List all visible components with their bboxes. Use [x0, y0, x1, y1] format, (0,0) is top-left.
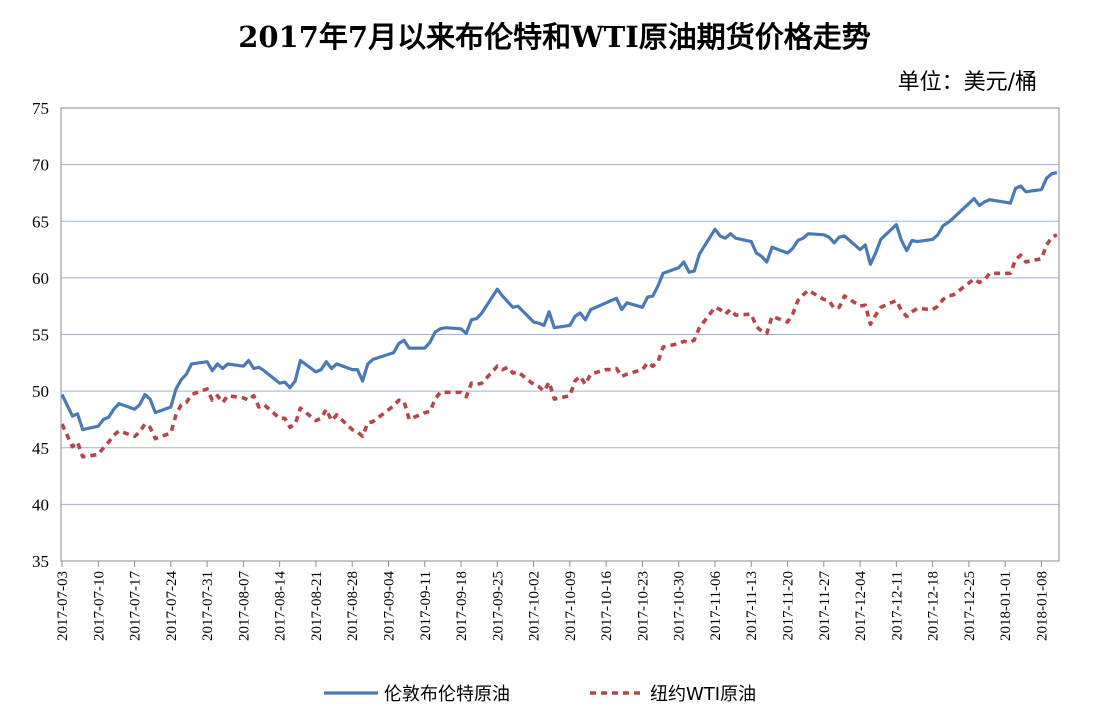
x-tick-label: 2017-10-30	[672, 571, 688, 641]
x-tick-label: 2017-09-11	[418, 571, 434, 640]
x-tick-label: 2017-10-09	[563, 571, 579, 641]
x-tick-label: 2017-07-31	[200, 571, 216, 641]
y-axis-ticks: 35 40 45 50 55 60 65 70 75	[32, 99, 49, 571]
x-tick-label: 2017-07-10	[91, 571, 107, 641]
x-tick-label: 2017-08-21	[309, 571, 325, 641]
x-tick-label: 2017-11-13	[744, 571, 760, 640]
x-tick-label: 2017-07-17	[128, 571, 144, 641]
legend-label-0: 伦敦布伦特原油	[384, 684, 510, 705]
y-tick-label: 55	[32, 326, 49, 345]
x-tick-label: 2017-10-16	[599, 571, 615, 641]
x-tick-label: 2018-01-01	[998, 571, 1014, 641]
legend: 伦敦布伦特原油 纽约WTI原油	[324, 684, 756, 705]
x-tick-label: 2017-12-18	[926, 571, 942, 641]
x-tick-label: 2017-11-20	[781, 571, 797, 640]
series-line-0	[60, 171, 1058, 432]
chart-title: 2017年7月以来布伦特和WTI原油期货价格走势	[238, 20, 871, 54]
x-tick-label: 2017-11-06	[708, 571, 724, 641]
y-tick-label: 45	[32, 439, 49, 458]
y-tick-label: 60	[32, 269, 49, 288]
y-tick-label: 65	[32, 212, 49, 231]
x-tick-label: 2017-12-11	[889, 571, 905, 640]
series-line-1	[60, 233, 1058, 459]
x-tick-label: 2017-10-23	[635, 571, 651, 641]
x-tick-label: 2017-09-25	[490, 571, 506, 641]
x-tick-label: 2017-11-27	[817, 571, 833, 641]
unit-label: 单位：美元/桶	[897, 70, 1037, 95]
y-tick-label: 35	[32, 552, 49, 571]
y-tick-label: 70	[32, 156, 49, 175]
plot-area-border	[60, 107, 1060, 562]
y-tick-label: 40	[32, 495, 49, 514]
x-tick-label: 2018-01-08	[1034, 571, 1050, 641]
x-tick-label: 2017-07-24	[164, 571, 180, 641]
series-lines	[60, 171, 1058, 459]
x-tick-label: 2017-12-25	[962, 571, 978, 641]
x-axis-ticks: 2017-07-03 2017-07-10 2017-07-17 2017-07-24…	[55, 561, 1050, 641]
x-tick-label: 2017-08-14	[273, 571, 289, 641]
x-tick-label: 2017-08-07	[236, 571, 252, 641]
x-tick-label: 2017-10-02	[527, 571, 543, 641]
x-tick-label: 2017-07-03	[55, 571, 71, 641]
legend-label-1: 纽约WTI原油	[650, 684, 756, 705]
gridlines	[61, 164, 1059, 505]
x-tick-label: 2017-09-18	[454, 571, 470, 641]
y-tick-label: 50	[32, 382, 49, 401]
x-tick-label: 2017-08-28	[345, 571, 361, 641]
x-tick-label: 2017-09-04	[381, 571, 397, 641]
y-tick-label: 75	[32, 99, 49, 118]
x-tick-label: 2017-12-04	[853, 571, 869, 641]
